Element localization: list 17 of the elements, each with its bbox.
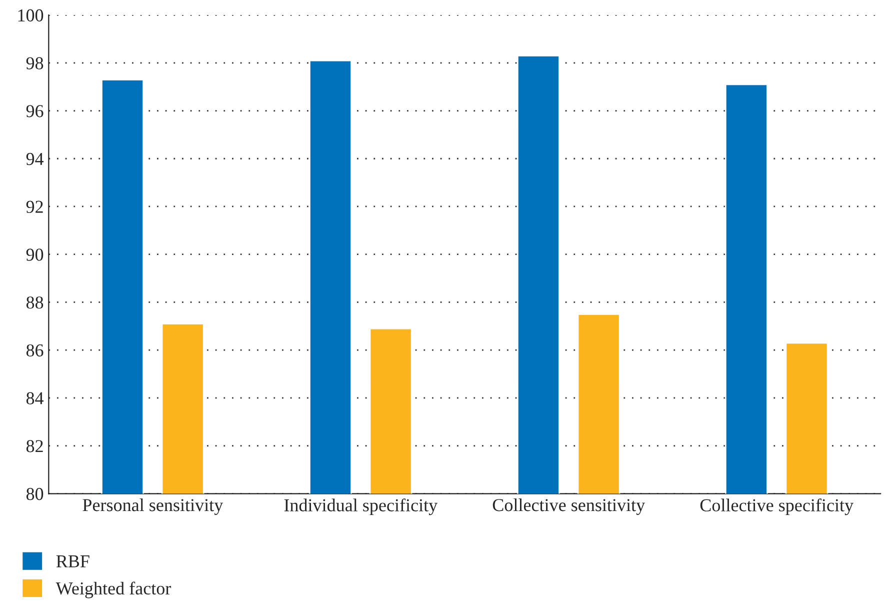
y-tick-label: 92 [26,200,43,213]
y-tick-label: 100 [18,9,44,22]
y-tick-label: 96 [26,105,44,118]
y-tick-label: 88 [26,296,44,309]
x-tick-label: Collective specificity [700,498,854,516]
x-tick-label: Personal sensitivity [82,498,224,515]
y-tick-label: 98 [26,57,44,70]
x-tick-label: Collective sensitivity [492,498,646,515]
y-tick-label: 84 [26,392,44,404]
y-tick-label: 86 [26,344,44,357]
legend-label: Weighted factor [56,582,172,598]
y-tick-label: 94 [26,152,44,166]
legend-label: RBF [56,555,90,568]
y-tick-label: 80 [26,488,44,500]
y-tick-label: 82 [26,440,43,452]
y-tick-label: 90 [26,248,44,261]
x-tick-label: Individual specificity [284,498,438,516]
